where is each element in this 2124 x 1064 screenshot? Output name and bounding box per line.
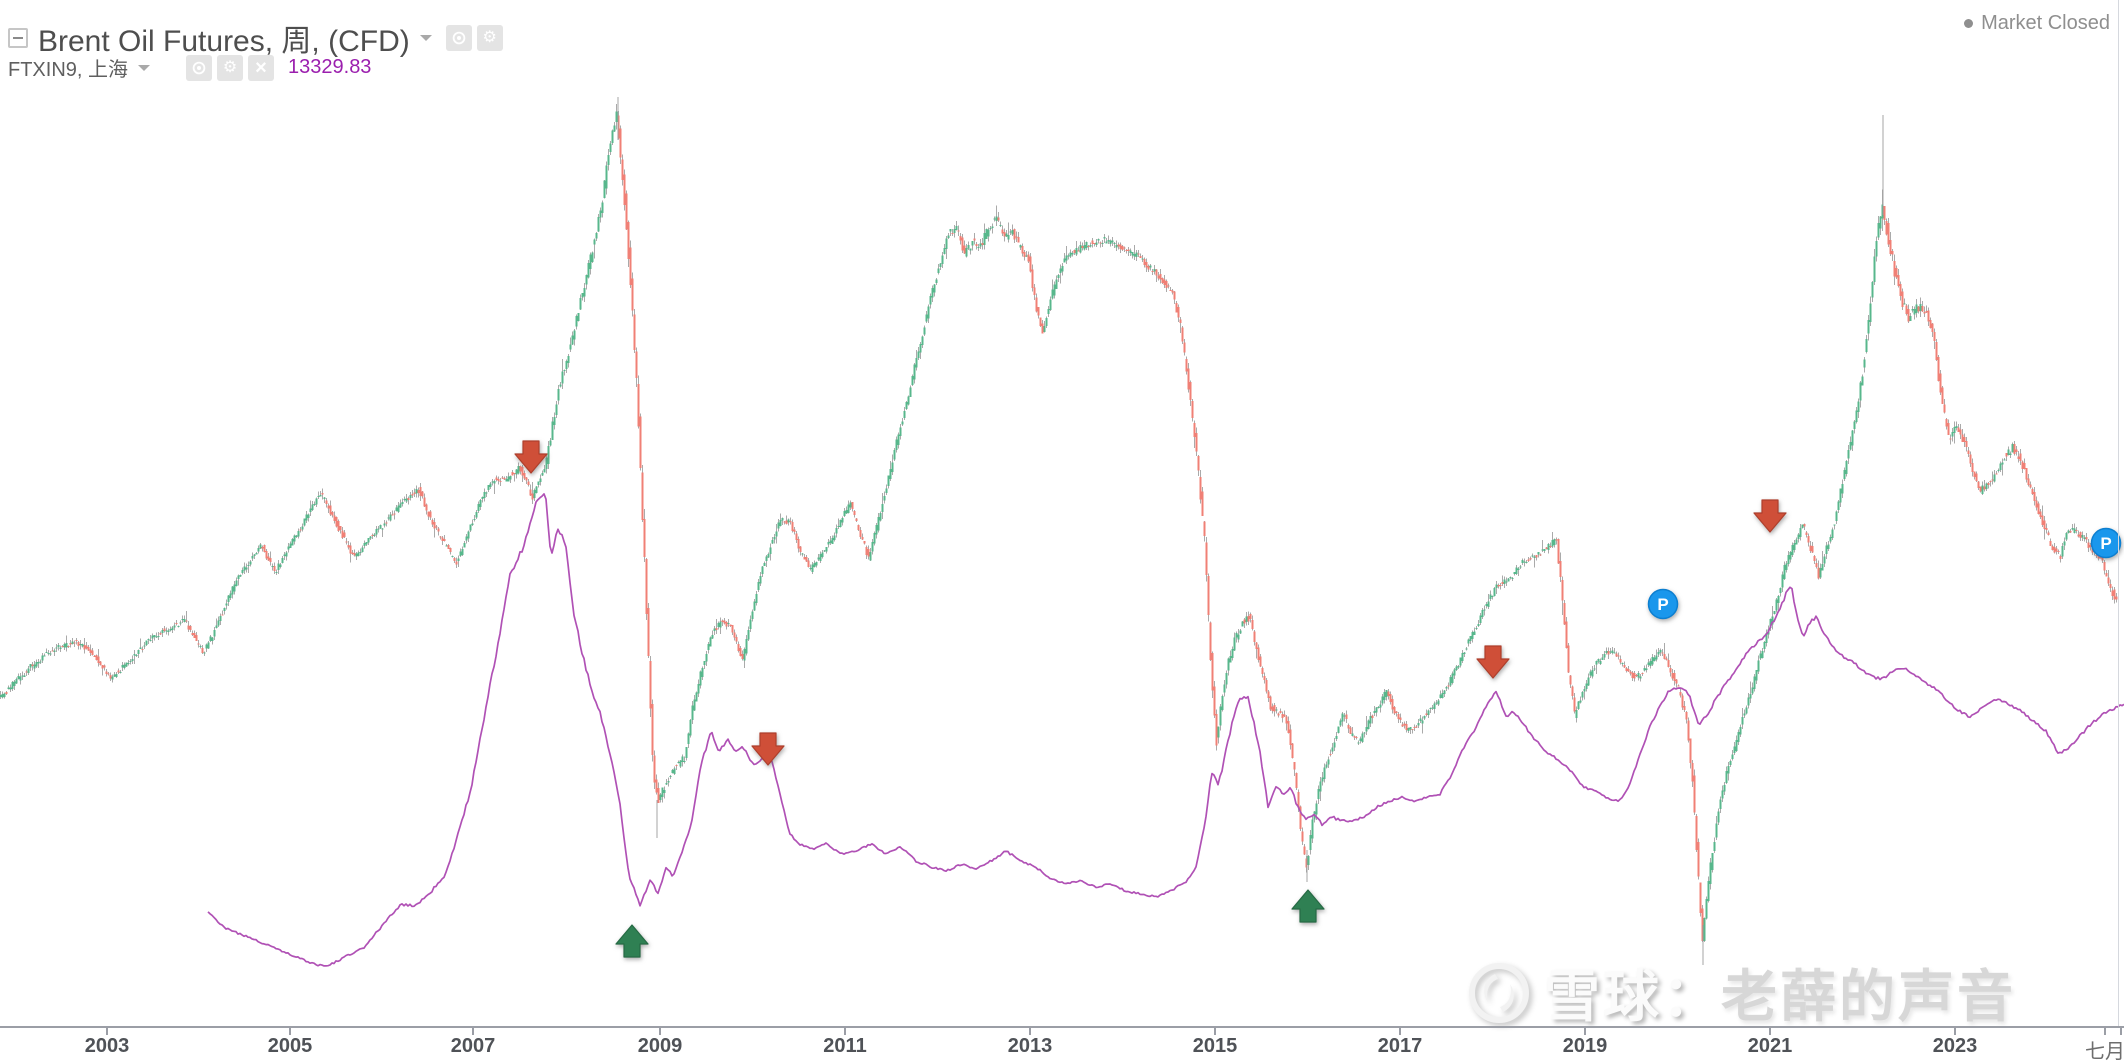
sell-arrow-marker[interactable] [1476, 645, 1510, 679]
svg-text:P: P [1657, 595, 1668, 614]
candlestick-series [0, 111, 2118, 942]
settings-gear-icon[interactable]: ⚙ [476, 25, 503, 51]
sell-arrow-marker[interactable] [1753, 499, 1787, 533]
sell-arrow-marker[interactable] [751, 732, 785, 766]
time-axis[interactable]: 2003 2005 2007 2009 2011 2013 2015 2017 2019 2021… [0, 1026, 2124, 1063]
axis-label-2007: 2007 [450, 1035, 496, 1057]
axis-label-2011: 2011 [823, 1035, 867, 1057]
axis-label-2017: 2017 [1377, 1035, 1423, 1057]
axis-label-2005: 2005 [267, 1035, 313, 1057]
right-scale-border [2118, 0, 2119, 1026]
sell-arrow-marker[interactable] [514, 440, 548, 474]
axis-line [0, 1026, 2124, 1028]
buy-arrow-marker[interactable] [1291, 889, 1325, 923]
axis-label-2021: 2021 [1747, 1035, 1793, 1057]
axis-tick [659, 1027, 661, 1035]
collapse-icon[interactable] [8, 28, 28, 48]
candle-wicks [0, 104, 2117, 942]
axis-tick [106, 1027, 108, 1035]
svg-text:P: P [2100, 534, 2111, 553]
axis-label-2009: 2009 [637, 1035, 683, 1057]
axis-label-2023: 2023 [1932, 1035, 1978, 1057]
position-badge[interactable]: P [2090, 527, 2122, 559]
compare-symbol-title: FTXIN9, 上海 [8, 59, 129, 81]
axis-tick [1584, 1027, 1586, 1035]
market-status-label: Market Closed [1981, 12, 2110, 34]
close-icon[interactable]: × [248, 54, 275, 81]
chevron-down-icon[interactable] [138, 64, 151, 71]
axis-label-2003: 2003 [84, 1035, 130, 1057]
axis-tick [1029, 1027, 1031, 1035]
compare-header: FTXIN9, 上海 ⚙ × 13329.83 [8, 53, 371, 82]
symbol-title: Brent Oil Futures, 周, (CFD) [38, 25, 410, 58]
symbol-header: Brent Oil Futures, 周, (CFD) ⚙ [8, 16, 503, 60]
axis-tick [2104, 1027, 2106, 1035]
long-wick-spikes [617, 97, 1884, 965]
visibility-icon[interactable] [445, 25, 472, 51]
axis-label-2013: 2013 [1007, 1035, 1053, 1057]
position-badge[interactable]: P [1647, 588, 1679, 620]
status-dot-icon [1964, 19, 1974, 28]
compare-value: 13329.83 [288, 56, 372, 78]
ftxin9-compare-line[interactable] [207, 493, 2124, 967]
axis-tick [844, 1027, 846, 1035]
axis-tick [2120, 1027, 2122, 1035]
chevron-down-icon[interactable] [419, 35, 432, 41]
axis-tick [1954, 1027, 1956, 1035]
axis-label-2019: 2019 [1562, 1035, 1608, 1057]
axis-tick [289, 1027, 291, 1035]
axis-label-2015: 2015 [1192, 1035, 1238, 1057]
visibility-icon[interactable] [186, 54, 213, 81]
axis-tick [472, 1027, 474, 1035]
market-status: Market Closed [1964, 12, 2110, 35]
axis-tick [1769, 1027, 1771, 1035]
settings-gear-icon[interactable]: ⚙ [217, 54, 244, 81]
axis-label-七月: 七月 [2085, 1041, 2124, 1063]
axis-tick [1399, 1027, 1401, 1035]
axis-tick [1214, 1027, 1216, 1035]
buy-arrow-marker[interactable] [615, 924, 649, 958]
